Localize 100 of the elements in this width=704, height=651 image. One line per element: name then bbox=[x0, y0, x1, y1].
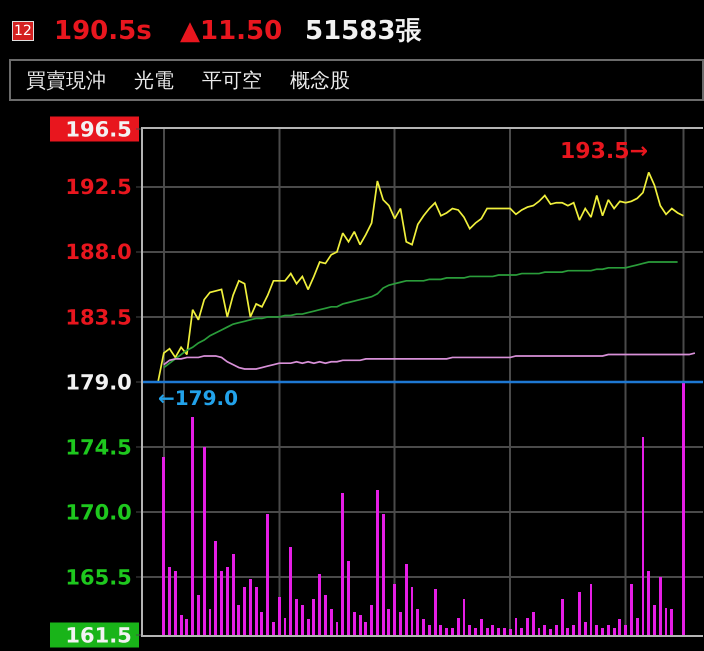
bar bbox=[665, 608, 667, 635]
bar bbox=[457, 618, 460, 635]
bar bbox=[318, 574, 321, 635]
bar bbox=[682, 382, 685, 635]
bar bbox=[289, 547, 292, 635]
bar bbox=[341, 493, 344, 635]
bar bbox=[162, 457, 165, 635]
bar bbox=[336, 622, 338, 635]
bar bbox=[480, 619, 483, 635]
bar bbox=[232, 554, 235, 635]
bar bbox=[647, 571, 650, 635]
bar bbox=[237, 605, 240, 635]
bar bbox=[491, 625, 494, 635]
bar bbox=[509, 629, 512, 635]
bar bbox=[347, 561, 350, 635]
bar bbox=[520, 628, 523, 635]
bar bbox=[330, 609, 333, 635]
bar bbox=[301, 605, 304, 635]
bar bbox=[549, 629, 552, 635]
bar bbox=[659, 577, 662, 635]
y-tick-label: 165.5 bbox=[65, 566, 132, 590]
bar bbox=[416, 609, 419, 635]
bar bbox=[243, 587, 246, 635]
annotation: 193.5→ bbox=[560, 139, 648, 164]
bar bbox=[636, 618, 639, 635]
bar bbox=[451, 628, 454, 635]
bar bbox=[439, 625, 442, 635]
ref-line-label: ←179.0 bbox=[158, 386, 238, 410]
bar bbox=[180, 615, 183, 635]
line-series bbox=[162, 352, 696, 370]
bar bbox=[399, 612, 402, 635]
bar bbox=[214, 541, 217, 635]
bar bbox=[168, 567, 171, 635]
bar bbox=[197, 595, 200, 635]
bar bbox=[284, 618, 286, 635]
bar bbox=[220, 571, 223, 635]
bar bbox=[538, 628, 540, 635]
bar bbox=[543, 625, 546, 635]
bar bbox=[191, 417, 194, 635]
bar bbox=[387, 609, 390, 635]
line-series bbox=[162, 261, 678, 368]
bar bbox=[474, 628, 477, 635]
bar bbox=[203, 447, 206, 635]
bar bbox=[312, 599, 315, 635]
bar bbox=[613, 628, 616, 635]
bar bbox=[272, 622, 275, 635]
y-tick-label: 183.5 bbox=[65, 305, 132, 330]
y-tick-label: 179.0 bbox=[65, 370, 132, 394]
y-tick-label: 188.0 bbox=[65, 240, 132, 264]
bar bbox=[428, 625, 431, 635]
bar bbox=[578, 592, 581, 635]
bar bbox=[370, 605, 373, 635]
bar bbox=[393, 584, 396, 635]
bar bbox=[226, 567, 229, 635]
y-tick-label: 192.5 bbox=[65, 175, 132, 200]
bar bbox=[405, 564, 408, 635]
bar bbox=[526, 618, 529, 635]
bar bbox=[324, 595, 327, 635]
bar bbox=[555, 625, 558, 635]
bar bbox=[503, 628, 506, 635]
bar bbox=[307, 619, 310, 635]
y-tick-label: 170.0 bbox=[65, 500, 132, 524]
bar bbox=[249, 579, 252, 635]
bar bbox=[445, 628, 448, 635]
bar bbox=[486, 628, 489, 635]
bar bbox=[463, 599, 465, 635]
bar bbox=[630, 584, 633, 635]
bar bbox=[515, 618, 517, 635]
bar bbox=[653, 605, 656, 635]
y-tick-label: 196.5 bbox=[65, 117, 132, 142]
bar bbox=[266, 514, 269, 635]
bar bbox=[376, 490, 379, 635]
bar bbox=[607, 625, 610, 635]
bar bbox=[572, 625, 575, 635]
bar bbox=[532, 612, 535, 635]
bar bbox=[382, 514, 385, 635]
bar bbox=[497, 628, 500, 635]
bar bbox=[670, 609, 673, 635]
bar bbox=[185, 619, 188, 635]
y-tick-label: 174.5 bbox=[65, 435, 132, 460]
bar bbox=[624, 625, 627, 635]
bar bbox=[642, 437, 644, 635]
bar bbox=[618, 619, 621, 635]
bar bbox=[174, 571, 177, 635]
bar bbox=[295, 599, 298, 635]
bar bbox=[422, 619, 425, 635]
bar bbox=[566, 628, 569, 635]
bar bbox=[353, 612, 356, 635]
chart-title: 12 190.5s ▲11.50 51583張 bbox=[14, 16, 422, 46]
y-tick-label: 161.5 bbox=[65, 623, 132, 648]
bar bbox=[255, 587, 258, 635]
bar bbox=[209, 609, 211, 635]
bar bbox=[434, 589, 437, 635]
bar bbox=[595, 625, 598, 635]
bar bbox=[411, 587, 413, 635]
bar bbox=[584, 622, 587, 635]
bar bbox=[561, 599, 564, 635]
bar bbox=[590, 584, 592, 635]
bar bbox=[601, 628, 604, 635]
bar bbox=[468, 625, 471, 635]
